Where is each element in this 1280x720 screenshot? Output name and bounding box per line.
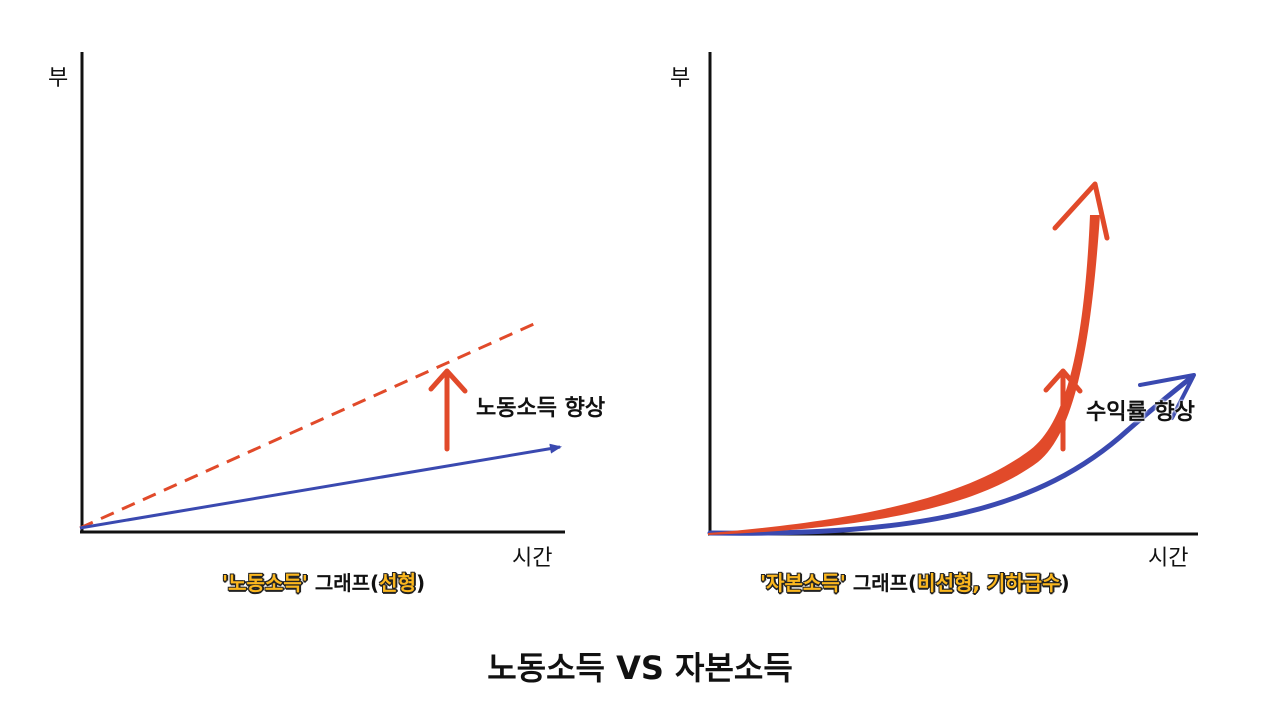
exponential-graph-caption: '자본소득' 그래프(비선형, 기하급수) <box>760 567 1070 596</box>
red-arrowhead-icon <box>1052 181 1110 241</box>
caption-highlight-exponential: 비선형, 기하급수 <box>917 571 1061 595</box>
linear-graph-svg <box>79 52 565 534</box>
x-axis-label: 시간 <box>512 546 553 571</box>
caption-close: ) <box>1060 571 1070 595</box>
caption-highlight-linear: 선형 <box>379 571 416 595</box>
caption-highlight-capital: '자본소득' <box>760 571 846 595</box>
linear-graph-panel: 부 시간 노동소득 향상 '노동소득' 그래프(선형) <box>0 0 640 620</box>
x-axis-label: 시간 <box>1148 546 1189 571</box>
improved-income-dashed-line <box>79 321 537 530</box>
up-arrow-icon <box>1043 368 1083 452</box>
y-axis-label: 부 <box>48 66 69 91</box>
caption-text: 그래프( <box>845 571 918 595</box>
linear-graph-caption: '노동소득' 그래프(선형) <box>222 567 425 596</box>
return-improvement-note: 수익률 향상 <box>1086 400 1195 425</box>
exponential-graph-svg <box>707 52 1198 536</box>
exponential-graph-panel: 부 시간 수익률 향상 '자본소득' 그래프(비선형, 기하급수) <box>640 0 1280 620</box>
labor-income-improvement-note: 노동소득 향상 <box>476 396 606 421</box>
y-axis-label: 부 <box>670 66 691 91</box>
caption-highlight-labor: '노동소득' <box>222 571 308 595</box>
up-arrow-icon <box>428 368 468 452</box>
caption-text: 그래프( <box>307 571 380 595</box>
blue-arrowhead-icon <box>1138 373 1196 420</box>
capital-income-curve <box>707 374 1195 536</box>
page-title: 노동소득 VS 자본소득 <box>487 649 793 687</box>
labor-income-line <box>79 443 562 530</box>
caption-close: ) <box>415 571 426 595</box>
